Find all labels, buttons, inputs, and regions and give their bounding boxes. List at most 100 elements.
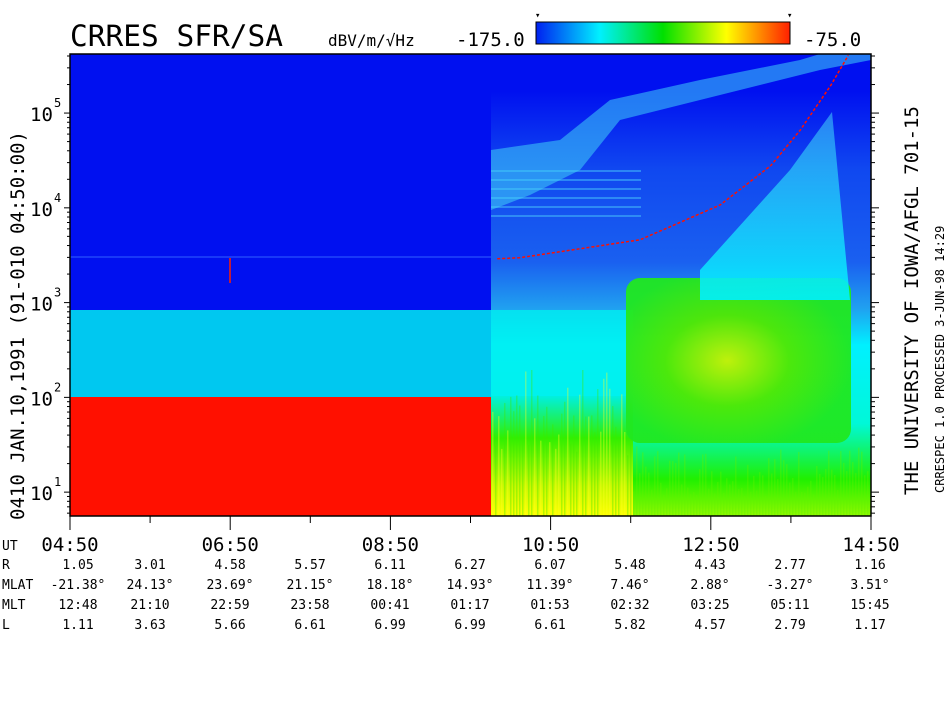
texture-stripe [765, 495, 767, 516]
y-tick-exponent: 5 [54, 96, 61, 110]
colorbar-min-label: -175.0 [456, 29, 525, 51]
texture-stripe [645, 466, 647, 516]
right-rotated-label-1: THE UNIVERSITY OF IOWA/AFGL 701-15 [901, 106, 923, 495]
upper-band-emission [491, 54, 871, 210]
fce-trace [497, 54, 849, 260]
right-rotated-label-2: CRRESPEC 1.0 PROCESSED 3-JUN-98 14:29 [933, 226, 945, 493]
texture-stripe [777, 479, 779, 516]
y-tick-label: 10 [30, 104, 53, 126]
texture-stripe [525, 371, 527, 516]
chorus-emission [626, 278, 851, 443]
texture-stripe [564, 401, 566, 516]
texture-stripe [579, 394, 581, 516]
ephemeris-value: 5.57 [294, 558, 326, 573]
texture-stripe [780, 449, 782, 516]
ephemeris-value: 2.88° [690, 578, 730, 593]
ephemeris-value: 6.07 [534, 558, 566, 573]
texture-stripe [771, 473, 773, 516]
texture-stripe [747, 464, 749, 516]
ephemeris-value: 1.16 [854, 558, 886, 573]
texture-stripe [537, 395, 539, 516]
texture-stripe [699, 469, 701, 516]
texture-stripe [711, 471, 713, 516]
texture-stripe [804, 492, 806, 516]
texture-stripe [666, 488, 668, 516]
texture-stripe [543, 415, 545, 516]
texture-stripe [702, 454, 704, 516]
texture-stripe [573, 415, 575, 516]
texture-stripe [792, 478, 794, 516]
texture-stripe [498, 416, 500, 516]
ephemeris-value: 15:45 [850, 598, 890, 613]
colorbar-max-label: -75.0 [804, 29, 861, 51]
texture-stripe [663, 494, 665, 516]
texture-stripe [864, 475, 866, 516]
texture-stripe [720, 471, 722, 516]
texture-stripe [774, 459, 776, 516]
ephemeris-value: 14.93° [446, 578, 494, 593]
texture-stripe [684, 454, 686, 516]
ephemeris-row-label: MLT [2, 598, 26, 613]
ephemeris-value: 2.79 [774, 618, 806, 633]
y-tick-exponent: 2 [54, 380, 61, 394]
ephemeris-value: 6.11 [374, 558, 406, 573]
mid-band [491, 310, 633, 396]
plot-area [69, 53, 872, 517]
ephemeris-value: 21:10 [130, 598, 170, 613]
left-high-region [70, 54, 491, 310]
x-tick-label: 04:50 [41, 534, 98, 556]
texture-stripe [783, 460, 785, 516]
y-tick-label: 10 [30, 199, 53, 221]
harmonic-band [491, 215, 641, 217]
texture-stripe [660, 482, 662, 516]
ephemeris-value: 6.99 [374, 618, 406, 633]
texture-stripe [816, 465, 818, 516]
texture-stripe [693, 491, 695, 516]
texture-stripe [843, 462, 845, 516]
ephemeris-value: 5.48 [614, 558, 646, 573]
texture-stripe [522, 440, 524, 516]
texture-stripe [726, 478, 728, 516]
y-tick-exponent: 1 [54, 475, 61, 489]
ephemeris-value: 6.99 [454, 618, 486, 633]
texture-stripe [831, 469, 833, 516]
texture-stripe [555, 448, 557, 516]
ephemeris-value: 1.11 [62, 618, 94, 633]
texture-stripe [516, 395, 518, 516]
texture-stripe [687, 487, 689, 516]
texture-stripe [627, 455, 629, 516]
ut-label: UT [2, 539, 18, 554]
texture-stripe [801, 491, 803, 516]
texture-stripe [639, 473, 641, 516]
left-rotated-label: 0410 JAN.10,1991 (91-010 04:50:00) [7, 131, 29, 520]
harmonic-band [491, 179, 641, 181]
texture-stripe [759, 472, 761, 516]
ephemeris-value: 3.01 [134, 558, 166, 573]
texture-stripe [741, 487, 743, 516]
texture-stripe [600, 431, 602, 516]
texture-stripe [846, 471, 848, 516]
ephemeris-value: 03:25 [690, 598, 730, 613]
texture-stripe [837, 489, 839, 516]
texture-stripe [690, 494, 692, 516]
texture-stripe [861, 451, 863, 516]
y-tick-label: 10 [30, 388, 53, 410]
texture-stripe [858, 447, 860, 516]
ephemeris-value: 3.51° [850, 578, 890, 593]
ephemeris-value: 24.13° [126, 578, 174, 593]
texture-stripe [558, 434, 560, 516]
ephemeris-value: 21.15° [286, 578, 334, 593]
texture-stripe [723, 492, 725, 516]
ephemeris-value: 5.66 [214, 618, 246, 633]
texture-stripe [594, 432, 596, 516]
harmonic-band [491, 206, 641, 208]
texture-stripe [828, 450, 830, 516]
texture-stripe [615, 426, 617, 516]
ephemeris-value: 2.77 [774, 558, 806, 573]
x-tick-label: 06:50 [202, 534, 259, 556]
texture-stripe [675, 462, 677, 516]
texture-stripe [735, 456, 737, 516]
ephemeris-value: 1.05 [62, 558, 94, 573]
